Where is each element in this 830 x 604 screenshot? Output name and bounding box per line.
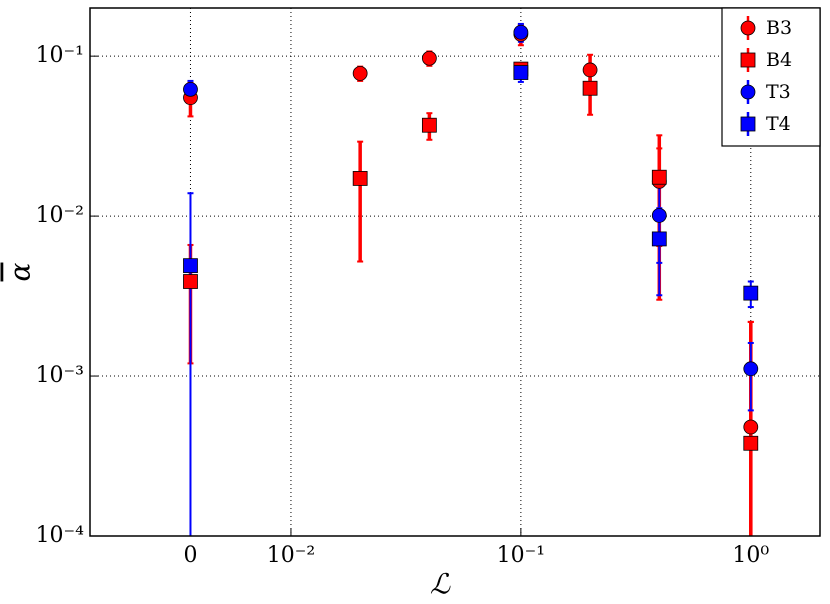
data-point [513, 24, 529, 40]
y-axis-label: α [4, 262, 37, 281]
legend-marker [740, 52, 756, 68]
legend-marker [740, 116, 756, 132]
x-tick-label: 10⁻¹ [497, 543, 545, 568]
x-axis-label: ℒ [430, 568, 451, 601]
data-point [513, 65, 529, 80]
legend-label: T4 [766, 113, 791, 135]
data-point [352, 171, 368, 186]
data-point [743, 419, 759, 435]
data-point [651, 208, 667, 223]
data-point [651, 169, 667, 185]
legend-label: B4 [766, 49, 792, 71]
data-point [743, 435, 759, 451]
data-point [743, 361, 759, 377]
plot-frame [89, 7, 821, 537]
x-tick-label: 10⁻² [267, 543, 315, 568]
data-point [183, 258, 198, 274]
data-point [743, 285, 759, 301]
plot-area [183, 22, 759, 536]
x-tick-label: 10⁰ [732, 543, 769, 568]
data-point [582, 80, 598, 96]
legend-marker [740, 84, 756, 100]
data-point [183, 81, 198, 97]
legend-box [721, 7, 821, 147]
legend-label: B3 [766, 17, 792, 39]
data-point [421, 117, 437, 133]
y-tick-label: 10⁻³ [36, 363, 84, 388]
data-point [352, 66, 368, 81]
data-point [183, 274, 198, 289]
y-tick-label: 10⁻⁴ [36, 523, 85, 548]
y-tick-label: 10⁻¹ [36, 43, 84, 68]
data-point [651, 231, 667, 247]
data-point [421, 50, 437, 66]
data-point [582, 62, 598, 78]
legend-marker [740, 20, 756, 36]
legend-label: T3 [766, 81, 791, 103]
x-tick-label: 0 [183, 543, 197, 568]
y-tick-label: 10⁻² [36, 203, 84, 228]
legend: B3 B4 T3 T4 [721, 7, 821, 147]
